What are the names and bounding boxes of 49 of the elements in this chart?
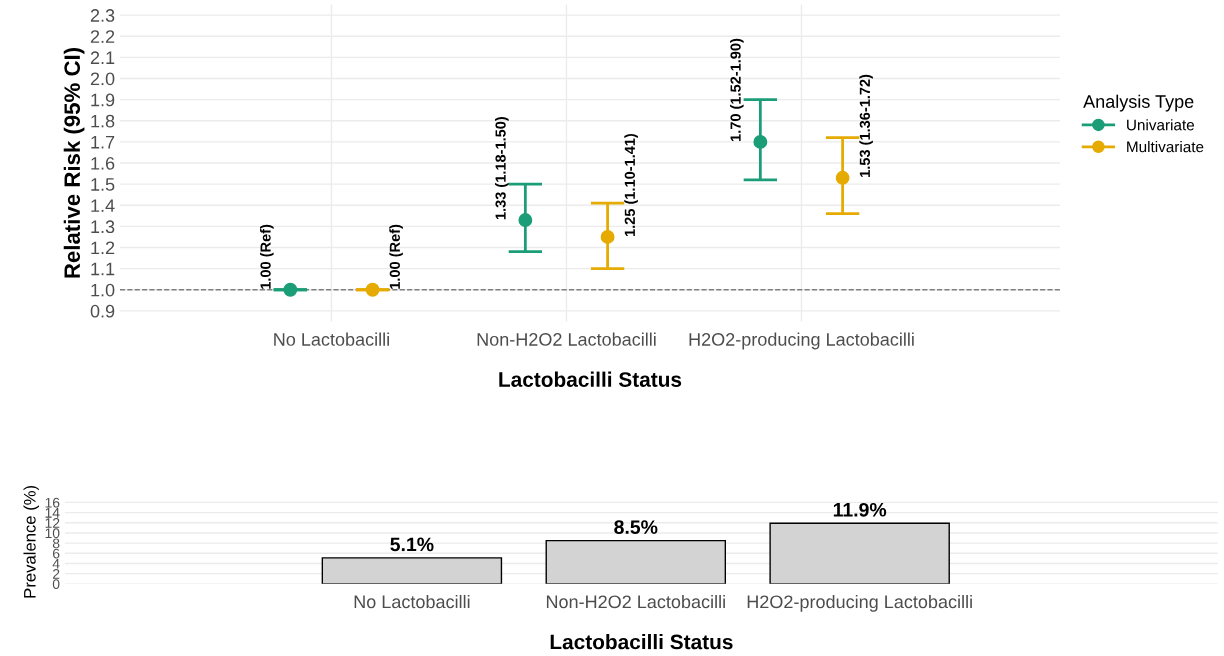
- y-tick-label: 12: [45, 518, 60, 528]
- data-label: 1.00 (Ref): [260, 224, 274, 289]
- data-label: 1.70 (1.52-1.90): [730, 38, 744, 141]
- bar: [545, 539, 727, 584]
- y-tick-label: 10: [45, 528, 60, 539]
- y-tick-label: 1.9: [91, 93, 115, 107]
- y-tick-label: 4: [52, 558, 60, 569]
- data-label: 1.53 (1.36-1.72): [859, 74, 873, 177]
- y-tick-label: 1.4: [91, 199, 115, 212]
- legend-label: Univariate: [1127, 119, 1195, 131]
- data-label: 1.33 (1.18-1.50): [495, 117, 509, 220]
- y-tick-label: 6: [52, 548, 60, 559]
- x-tick-label: H2O2-producing Lactobacilli: [689, 332, 914, 350]
- y-tick-label: 0: [52, 579, 60, 590]
- data-label: 1.25 (1.10-1.41): [624, 133, 638, 237]
- data-label: 5.1%: [390, 537, 434, 552]
- y-tick-label: 2.1: [90, 51, 115, 64]
- x-tick-label: H2O2-producing Lactobacilli: [747, 594, 972, 612]
- x-axis-title: Lactobacilli Status: [550, 634, 733, 650]
- legend-label: Multivariate: [1127, 141, 1204, 153]
- y-tick-label: 2: [52, 569, 60, 579]
- y-tick-label: 2.3: [90, 9, 115, 22]
- bar: [769, 522, 950, 584]
- x-tick-label: Non-H2O2 Lactobacilli: [477, 332, 656, 346]
- legend-title: Analysis Type: [1083, 94, 1194, 112]
- x-tick-label: No Lactobacilli: [274, 332, 389, 346]
- y-tick-label: 1.1: [91, 262, 115, 276]
- y-axis-title: Relative Risk (95% CI): [63, 48, 85, 278]
- data-label: 11.9%: [833, 502, 887, 517]
- x-tick-label: No Lactobacilli: [354, 594, 470, 609]
- y-tick-label: 1.7: [91, 136, 115, 149]
- y-tick-label: 1.8: [91, 114, 115, 128]
- data-label: 1.00 (Ref): [389, 224, 403, 289]
- y-tick-label: 1.5: [91, 178, 115, 191]
- x-tick-label: Non-H2O2 Lactobacilli: [546, 594, 725, 609]
- bar: [321, 557, 503, 584]
- y-tick-label: 2.2: [90, 30, 115, 43]
- y-axis-title: Prevalence (%): [23, 485, 39, 598]
- y-tick-label: 0.9: [90, 304, 115, 318]
- y-tick-label: 2.0: [90, 72, 115, 86]
- y-tick-label: 1.6: [91, 156, 115, 170]
- y-tick-label: 8: [52, 538, 60, 549]
- y-tick-label: 1.2: [91, 241, 115, 255]
- y-tick-label: 14: [45, 508, 60, 518]
- y-tick-label: 1.3: [91, 220, 115, 234]
- x-axis-title: Lactobacilli Status: [499, 371, 682, 387]
- y-tick-label: 1.0: [91, 283, 115, 297]
- data-label: 8.5%: [614, 520, 658, 534]
- y-tick-label: 16: [45, 497, 60, 508]
